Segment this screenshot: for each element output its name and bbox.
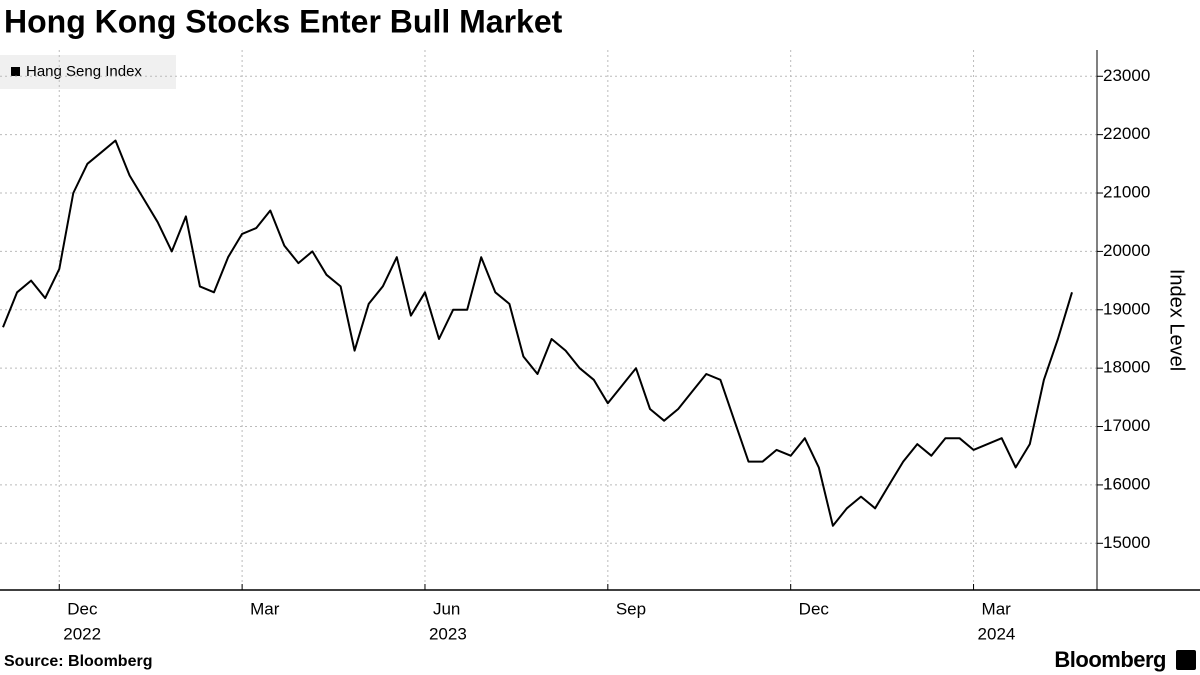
- y-tick-label: 21000: [1103, 183, 1150, 202]
- x-year-label: 2024: [978, 624, 1016, 643]
- brand-icon: [1176, 650, 1196, 670]
- source: Source: Bloomberg: [4, 653, 152, 670]
- legend-swatch: [11, 67, 20, 76]
- x-year-label: 2022: [63, 624, 101, 643]
- chart-title: Hong Kong Stocks Enter Bull Market: [4, 3, 563, 39]
- line-series: [2, 139, 1073, 527]
- x-tick-label: Sep: [616, 599, 646, 618]
- y-tick-label: 22000: [1103, 124, 1150, 143]
- y-axis-label: Index Level: [1166, 269, 1188, 371]
- y-tick-label: 18000: [1103, 358, 1150, 377]
- y-tick-label: 17000: [1103, 416, 1150, 435]
- brand: Bloomberg: [1054, 647, 1166, 672]
- y-tick-label: 16000: [1103, 474, 1150, 493]
- y-tick-label: 23000: [1103, 66, 1150, 85]
- y-tick-label: 15000: [1103, 533, 1150, 552]
- x-tick-label: Dec: [67, 599, 98, 618]
- y-tick-label: 19000: [1103, 299, 1150, 318]
- x-tick-label: Jun: [433, 599, 460, 618]
- legend-label: Hang Seng Index: [26, 63, 142, 80]
- x-tick-label: Dec: [799, 599, 830, 618]
- x-tick-label: Mar: [982, 599, 1012, 618]
- legend: [0, 55, 176, 89]
- x-tick-label: Mar: [250, 599, 280, 618]
- y-tick-label: 20000: [1103, 241, 1150, 260]
- x-year-label: 2023: [429, 624, 467, 643]
